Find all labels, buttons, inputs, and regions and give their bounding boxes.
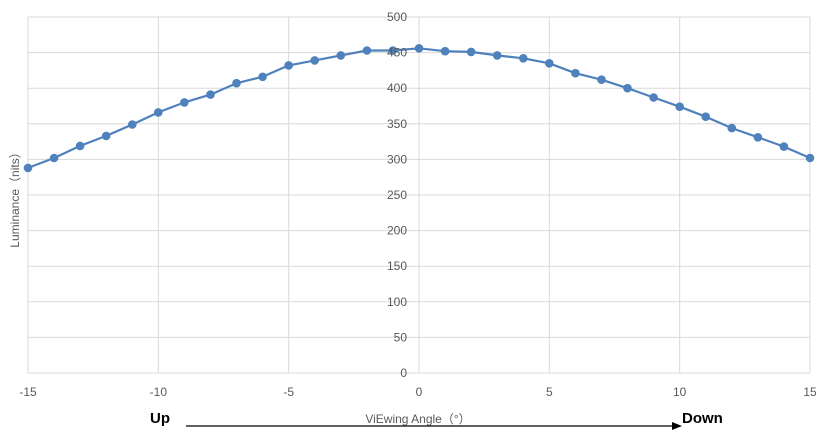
y-tick-label: 0 bbox=[400, 366, 407, 380]
x-tick-labels: -15 -10 -5 0 5 10 15 bbox=[19, 385, 816, 399]
down-label: Down bbox=[682, 410, 723, 427]
data-point bbox=[49, 153, 59, 163]
data-point bbox=[675, 102, 684, 111]
x-tick-label: -10 bbox=[150, 385, 168, 399]
data-point bbox=[519, 54, 528, 63]
x-axis-label: ViEwing Angle（°） bbox=[365, 412, 470, 426]
data-point bbox=[701, 112, 710, 121]
data-point bbox=[336, 51, 346, 60]
data-point bbox=[206, 90, 215, 99]
data-point bbox=[154, 108, 163, 117]
data-point bbox=[440, 46, 450, 56]
data-point bbox=[597, 75, 606, 84]
x-tick-label: 5 bbox=[546, 385, 553, 399]
y-tick-label: 400 bbox=[387, 81, 407, 95]
data-point bbox=[310, 56, 320, 65]
data-point bbox=[545, 59, 554, 68]
direction-arrow-head bbox=[672, 422, 682, 430]
y-tick-label: 250 bbox=[387, 188, 407, 202]
data-point bbox=[180, 98, 189, 107]
data-point bbox=[805, 153, 815, 163]
data-point bbox=[128, 120, 137, 129]
data-point bbox=[492, 51, 502, 60]
data-point bbox=[779, 142, 789, 151]
series-group bbox=[23, 44, 815, 173]
data-point bbox=[258, 72, 267, 82]
data-point bbox=[414, 44, 424, 53]
x-tick-label: -15 bbox=[19, 385, 37, 399]
data-point bbox=[649, 93, 658, 102]
y-tick-label: 500 bbox=[387, 10, 407, 24]
y-tick-label: 450 bbox=[387, 46, 407, 60]
x-tick-label: -5 bbox=[283, 385, 294, 399]
data-point bbox=[232, 78, 241, 88]
y-tick-label: 300 bbox=[387, 152, 407, 166]
up-label: Up bbox=[150, 410, 170, 427]
data-point bbox=[101, 131, 111, 141]
data-point bbox=[571, 68, 580, 78]
y-axis-label: Luminance（nits） bbox=[8, 146, 22, 247]
data-point bbox=[75, 141, 85, 151]
y-tick-label: 50 bbox=[394, 330, 408, 344]
y-tick-label: 150 bbox=[387, 259, 407, 273]
data-point bbox=[623, 83, 632, 93]
x-tick-label: 15 bbox=[803, 385, 816, 399]
x-tick-label: 10 bbox=[673, 385, 687, 399]
y-tick-label: 200 bbox=[387, 224, 407, 238]
data-point bbox=[388, 46, 398, 55]
data-point bbox=[466, 47, 476, 57]
data-point bbox=[23, 163, 33, 173]
y-tick-labels: 0 50 100 150 200 250 300 350 400 450 500 bbox=[387, 10, 407, 380]
data-point bbox=[362, 46, 372, 55]
grid bbox=[27, 16, 811, 374]
data-point bbox=[727, 123, 737, 133]
data-point bbox=[284, 61, 294, 70]
data-point bbox=[753, 133, 763, 142]
y-tick-label: 350 bbox=[387, 117, 407, 131]
y-tick-label: 100 bbox=[387, 295, 407, 309]
x-tick-label: 0 bbox=[416, 385, 423, 399]
